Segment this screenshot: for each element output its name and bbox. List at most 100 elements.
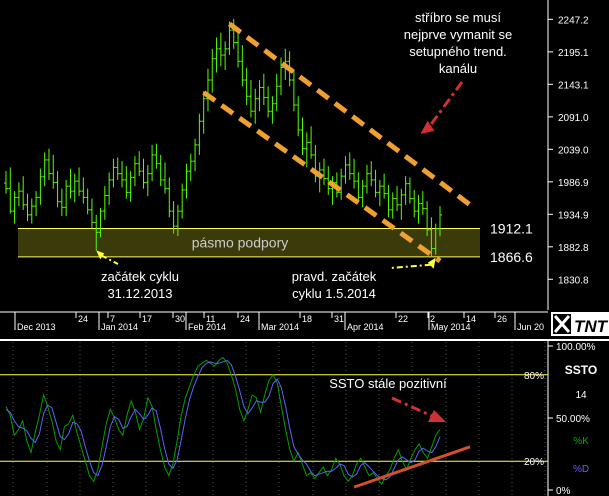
ohlc-bar (321, 158, 326, 185)
price-y-tick-label: 1934.9 (558, 210, 589, 221)
price-y-tick-label: 1882.8 (558, 243, 589, 254)
ohlc-bar (261, 73, 266, 105)
channel-annotation-arrow-line (427, 81, 464, 129)
ohlc-bar (59, 188, 64, 217)
ssto-panel: 80% 20% 100.00% 50.00% 0% SSTO 14 %K %D SSTO stál… (0, 339, 609, 496)
channel-annotation-line: stříbro se musí (415, 10, 501, 25)
ssto-annotation-arrow-head (428, 410, 446, 422)
ohlc-bar (154, 143, 159, 169)
ohlc-bar (64, 179, 69, 217)
ssto-level-label: 80% (524, 371, 544, 382)
ohlc-bar (150, 144, 155, 182)
tnt-logo-text: TNT (574, 317, 609, 336)
price-y-tick-label: 2195.1 (558, 48, 589, 59)
cycle-start-label: 31.12.2013 (107, 286, 172, 301)
ohlc-bar (438, 206, 442, 237)
ohlc-bar (257, 80, 262, 112)
ohlc-bar (102, 186, 107, 220)
ohlc-bar (223, 41, 228, 71)
ohlc-bar (128, 171, 133, 202)
ohlc-bar (279, 57, 284, 96)
date-axis-background (0, 310, 609, 340)
price-y-tick-label: 2039.0 (558, 145, 589, 156)
ohlc-bar (21, 176, 26, 210)
cycle-start-arrow-head (96, 250, 105, 260)
ssto-legend-k: %K (573, 436, 589, 447)
ohlc-bar (425, 201, 430, 237)
ohlc-bar (46, 148, 51, 180)
ohlc-bar (4, 171, 8, 194)
ohlc-bar (296, 96, 301, 137)
ohlc-bar (141, 158, 146, 189)
ohlc-bar (300, 117, 305, 155)
ohlc-bar (171, 201, 176, 234)
channel-annotation-line: kanálu (439, 61, 477, 76)
tnt-logo: TNT (551, 312, 609, 336)
ohlc-bar (244, 67, 249, 105)
support-upper-value: 1912.1 (490, 221, 533, 237)
ohlc-bar (193, 138, 198, 172)
ohlc-bar (326, 166, 331, 195)
ohlc-bar (16, 182, 21, 207)
channel-annotation-arrow-head (420, 120, 435, 134)
ohlc-bar (433, 223, 438, 255)
expected-cycle-arrow-head (427, 257, 436, 269)
ohlc-bar (98, 207, 103, 238)
ssto-y-tick-label: 100.00% (556, 342, 596, 353)
ohlc-bar (8, 167, 13, 214)
cycle-start-label: začátek cyklu (101, 269, 179, 284)
price-y-tick-label: 2143.1 (558, 80, 589, 91)
ohlc-bar (201, 91, 206, 134)
date-axis-day-label: 11 (206, 314, 215, 324)
ohlc-bar (167, 177, 172, 218)
ohlc-bar (42, 152, 47, 187)
ohlc-bar (231, 18, 236, 49)
expected-cycle-label: cyklu 1.5.2014 (292, 286, 376, 301)
ohlc-bar (309, 126, 314, 159)
support-lower-value: 1866.6 (490, 249, 533, 265)
price-y-tick-label: 1830.8 (558, 275, 589, 286)
channel-annotation-line: setupného trend. (409, 44, 507, 59)
ohlc-bar (429, 217, 434, 258)
ohlc-bar (34, 191, 39, 217)
date-axis-month-label: Jun 20 (517, 322, 544, 332)
date-axis-day-label: 30 (175, 314, 185, 324)
channel-upper-line (227, 21, 472, 207)
ohlc-bar (270, 96, 275, 124)
ohlc-bar (38, 168, 43, 205)
ohlc-bar (124, 166, 129, 199)
expected-cycle-label: pravd. začátek (292, 269, 377, 284)
price-panel: 2247.2 2195.1 2143.1 2091.0 2039.0 1986.9 1934… (0, 0, 609, 310)
date-axis-day-label: 14 (466, 314, 476, 324)
ohlc-bar (120, 161, 125, 188)
ohlc-bar (412, 189, 417, 218)
ohlc-bar (390, 192, 395, 219)
ohlc-bar (240, 45, 245, 87)
cycle-start-arrow-line (100, 254, 119, 265)
channel-lower-line (202, 90, 442, 264)
ohlc-bar (72, 173, 77, 203)
ohlc-bar (158, 154, 163, 187)
ohlc-bar (85, 188, 90, 215)
ohlc-bar (77, 167, 82, 197)
ohlc-bar (364, 164, 369, 194)
price-background (0, 0, 609, 310)
ssto-background (0, 340, 609, 496)
ohlc-bar (339, 168, 344, 200)
ohlc-bar (210, 48, 215, 93)
support-band-label: pásmo podpory (192, 235, 289, 251)
date-axis-month-label: Dec 2013 (17, 322, 56, 332)
channel-annotation-line: nejprve vymanit se (404, 27, 512, 42)
ohlc-bar (175, 204, 180, 237)
ohlc-bar (360, 179, 365, 208)
ohlc-bar (291, 70, 296, 112)
date-axis-month-label: Jan 2014 (101, 322, 138, 332)
tnt-logo-mark-stroke-b (553, 315, 571, 333)
price-y-tick-label: 1986.9 (558, 178, 589, 189)
ohlc-bar (386, 184, 391, 218)
ssto-y-tick-label: 0% (556, 486, 571, 496)
ohlc-bar (180, 183, 185, 219)
ssto-k-line (5, 356, 441, 486)
date-axis-month-label: Mar 2014 (261, 322, 299, 332)
